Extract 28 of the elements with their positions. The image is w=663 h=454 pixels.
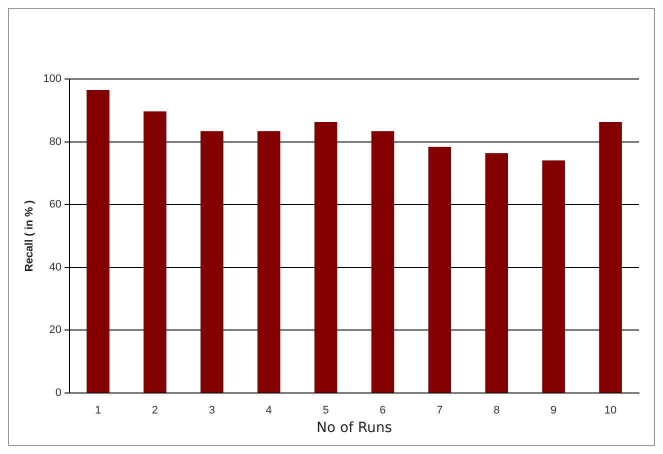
y-tick-label: 80	[49, 136, 62, 148]
x-axis-title: No of Runs	[316, 420, 392, 436]
x-tick-label: 7	[436, 404, 443, 417]
bar	[599, 122, 622, 392]
x-tick-label: 1	[94, 404, 102, 417]
bar	[257, 131, 280, 392]
y-axis-title: Recall ( in % )	[24, 200, 36, 272]
x-tick-label: 2	[152, 404, 158, 417]
bar	[144, 111, 166, 392]
bar	[428, 146, 452, 392]
y-tick-label: 60	[49, 198, 62, 211]
y-tick-label: 100	[43, 73, 62, 86]
y-tick-label: 20	[49, 324, 62, 336]
bar	[371, 131, 394, 392]
y-tick-label: 0	[55, 387, 62, 400]
x-tick-label: 10	[604, 404, 617, 417]
bar	[86, 90, 110, 392]
bar	[542, 160, 565, 392]
x-tick-label: 8	[494, 404, 500, 417]
x-tick-label: 6	[380, 404, 386, 417]
bar	[485, 153, 508, 392]
bar	[200, 131, 224, 392]
y-tick-label: 40	[49, 261, 62, 274]
x-tick-label: 9	[550, 404, 557, 417]
x-tick-label: 5	[322, 404, 329, 417]
x-tick-label: 3	[208, 404, 215, 417]
bar	[314, 122, 338, 392]
x-tick-label: 4	[266, 404, 272, 417]
